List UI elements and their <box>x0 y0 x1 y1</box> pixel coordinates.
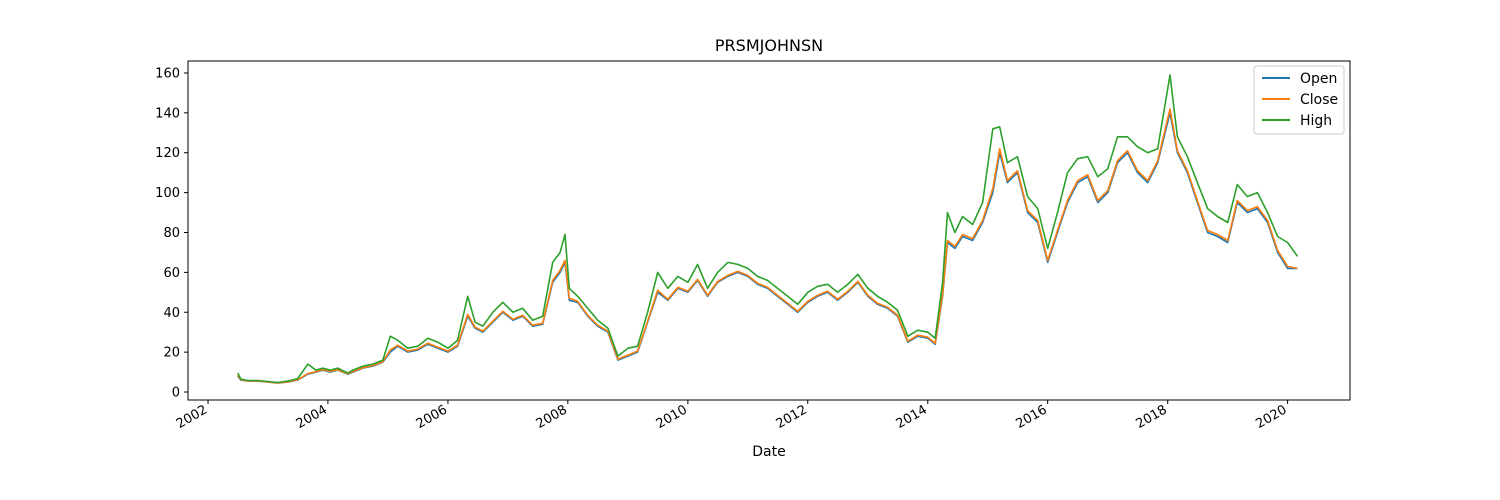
plot-area-frame <box>187 60 1351 401</box>
y-tick-label: 160 <box>155 66 180 81</box>
legend: Open Close High <box>1253 65 1345 135</box>
legend-label-close: Close <box>1300 92 1338 108</box>
y-tick-label: 60 <box>163 266 180 281</box>
y-tick-label: 40 <box>163 306 180 321</box>
legend-label-open: Open <box>1300 71 1337 87</box>
y-axis: 0 20 40 60 80 100 120 140 160 <box>155 66 188 401</box>
y-tick-label: 20 <box>163 346 180 361</box>
series-layer <box>237 74 1299 384</box>
y-tick-label: 100 <box>155 186 180 201</box>
legend-label-high: High <box>1300 113 1332 129</box>
legend-frame <box>1253 65 1345 135</box>
y-tick-label: 140 <box>155 106 180 121</box>
x-axis-label: Date <box>752 444 785 460</box>
y-tick-label: 80 <box>163 226 180 241</box>
y-tick-label: 0 <box>172 386 180 401</box>
y-tick-label: 120 <box>155 146 180 161</box>
series-line-high <box>237 74 1299 384</box>
series-line-close <box>237 108 1298 384</box>
chart-title: PRSMJOHNSN <box>715 36 823 55</box>
